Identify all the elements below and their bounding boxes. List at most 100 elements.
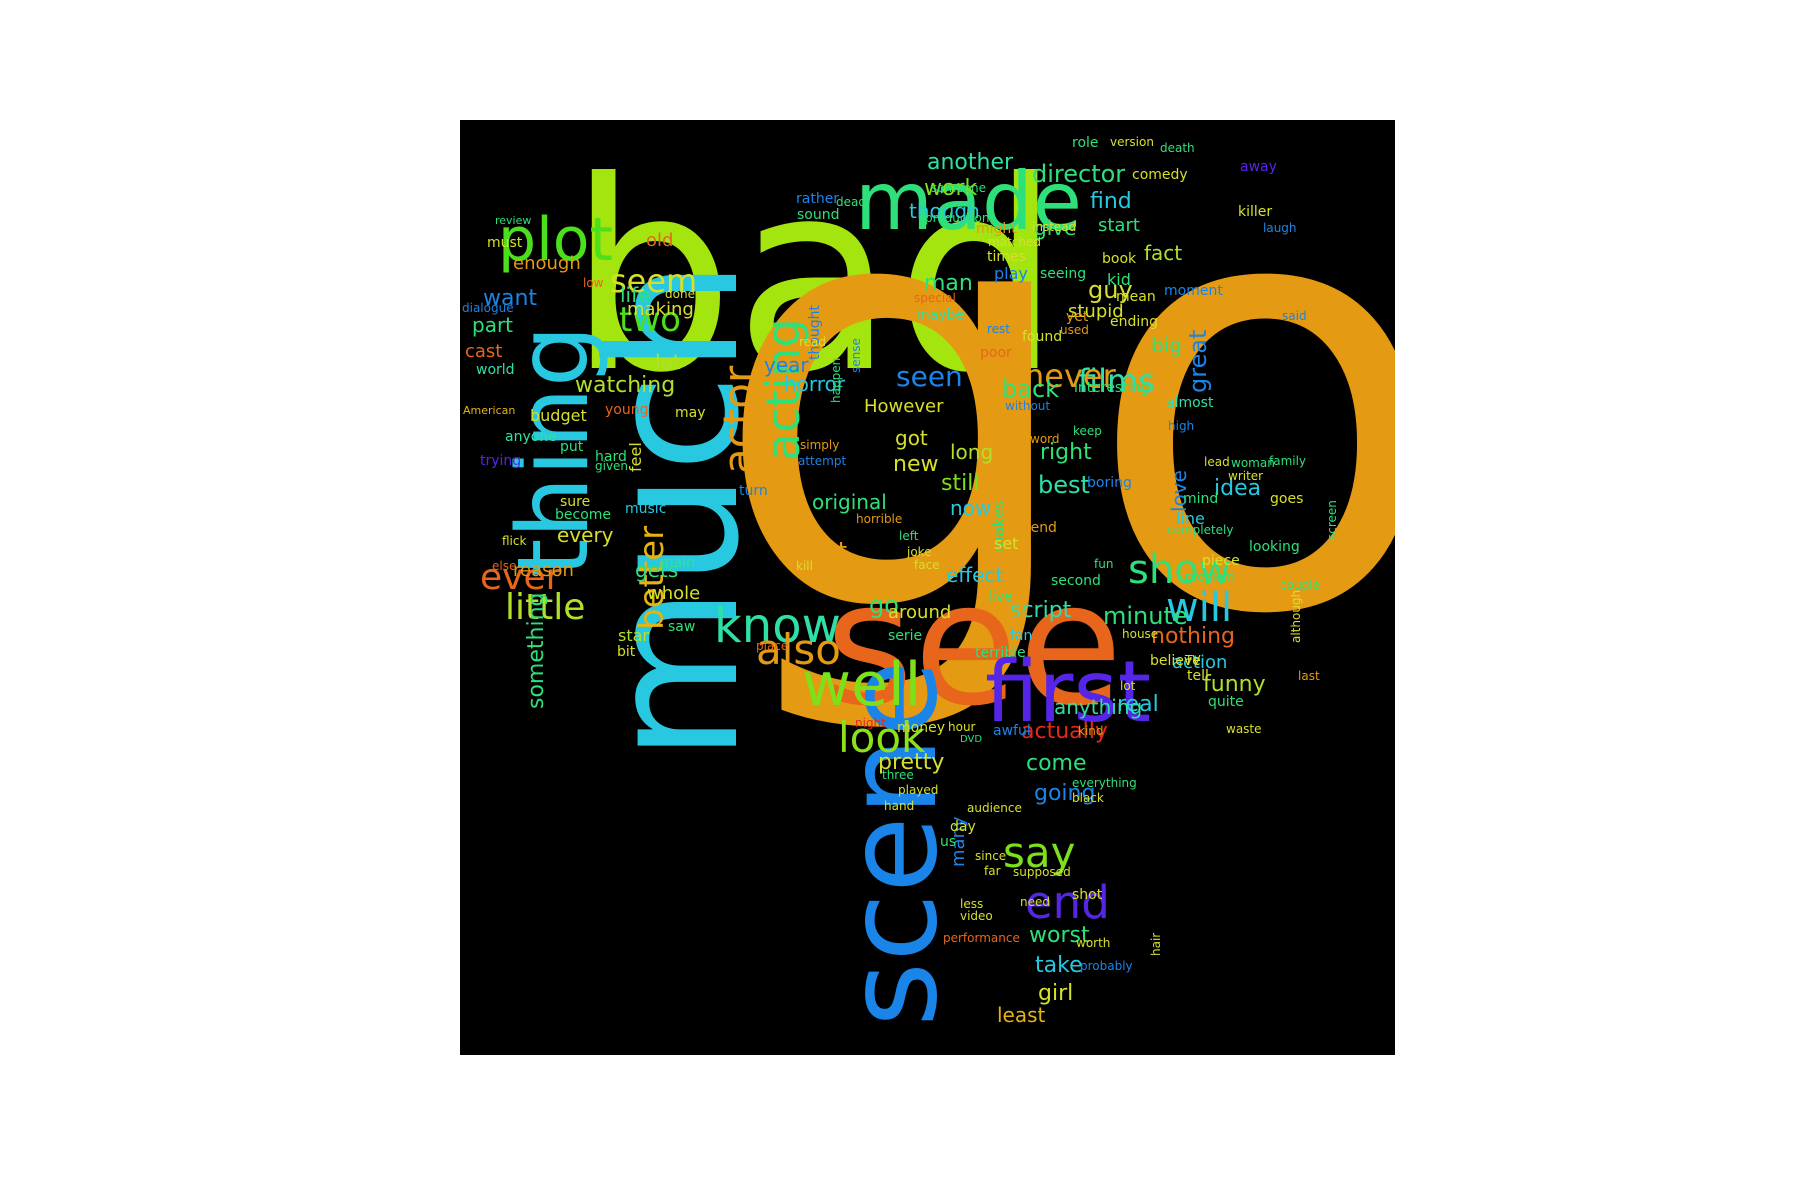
- cloud-word: lot: [1120, 679, 1136, 693]
- cloud-word: played: [898, 783, 939, 797]
- cloud-word: found: [1022, 329, 1063, 345]
- cloud-word: least: [997, 1003, 1046, 1027]
- cloud-word: nothing: [1151, 624, 1235, 649]
- cloud-word: tell: [1187, 668, 1209, 684]
- cloud-word: times: [987, 249, 1026, 265]
- cloud-word: pretty: [878, 750, 945, 775]
- cloud-word: know: [714, 598, 841, 654]
- cloud-word: new: [893, 452, 939, 477]
- cloud-word: almost: [1166, 395, 1214, 411]
- cloud-word: review: [495, 214, 532, 227]
- cloud-word: must: [487, 235, 523, 251]
- cloud-word: mind: [1183, 491, 1219, 507]
- cloud-word: films: [1078, 362, 1155, 400]
- cloud-word: reason: [513, 560, 574, 581]
- cloud-word: seen: [896, 360, 963, 393]
- cloud-word: made: [855, 155, 1082, 248]
- cloud-word: man: [924, 271, 973, 296]
- cloud-word: yet: [1066, 309, 1089, 325]
- word-cloud: badgoodseescenefirstmademuchthingplotwel…: [460, 120, 1395, 1055]
- cloud-word: simply: [800, 438, 840, 452]
- cloud-word: see: [825, 546, 1123, 744]
- cloud-word: plot: [498, 205, 613, 275]
- cloud-word: anyone: [505, 429, 557, 445]
- cloud-word: main: [660, 555, 695, 571]
- cloud-word: black: [1072, 791, 1104, 805]
- cloud-word: action: [1172, 652, 1228, 673]
- cloud-word: star: [618, 626, 649, 645]
- cloud-word: house: [1122, 627, 1159, 641]
- cloud-word: every: [557, 523, 614, 547]
- cloud-word: However: [864, 396, 944, 417]
- cloud-word: left: [899, 529, 919, 543]
- cloud-word: flick: [502, 534, 527, 548]
- cloud-word: something: [524, 593, 549, 710]
- cloud-word: away: [1240, 159, 1277, 175]
- cloud-word: less: [960, 897, 984, 911]
- cloud-word: problem: [1185, 570, 1235, 584]
- cloud-word: shot: [1072, 887, 1103, 903]
- cloud-word: look: [838, 713, 926, 762]
- cloud-word: comedy: [1132, 167, 1188, 183]
- cloud-word: said: [1282, 309, 1307, 323]
- cloud-word: best: [1038, 471, 1090, 499]
- cloud-word: work: [924, 176, 978, 201]
- cloud-word: rest: [987, 322, 1011, 336]
- cloud-word: moment: [1164, 283, 1223, 299]
- cloud-word: sound: [797, 207, 840, 223]
- cloud-word: believe: [1150, 653, 1201, 669]
- cloud-word: DVD: [960, 734, 983, 745]
- cloud-word: worst: [1029, 923, 1090, 948]
- cloud-word: kid: [1107, 270, 1131, 289]
- cloud-word: without: [1005, 399, 1051, 413]
- cloud-word: three: [882, 768, 914, 782]
- cloud-word: poor: [980, 345, 1012, 361]
- cloud-word: everything: [1072, 776, 1137, 790]
- cloud-word: long: [950, 440, 994, 464]
- cloud-word: performance: [943, 931, 1020, 945]
- cloud-word: come: [1026, 751, 1087, 776]
- cloud-word: production: [925, 211, 990, 225]
- cloud-word: serie: [888, 628, 923, 644]
- cloud-word: American: [463, 404, 516, 417]
- cloud-word: second: [1051, 573, 1101, 589]
- cloud-word: budget: [530, 406, 587, 425]
- cloud-word: money: [897, 720, 945, 736]
- cloud-word: watching: [575, 373, 676, 398]
- cloud-word: another: [927, 150, 1014, 175]
- cloud-word: point: [786, 537, 848, 565]
- cloud-word: kill: [796, 559, 813, 573]
- cloud-word: year: [764, 353, 809, 377]
- cloud-word: still: [941, 471, 980, 496]
- cloud-word: horror: [784, 372, 846, 396]
- cloud-word: high: [1168, 419, 1195, 433]
- cloud-word: ending: [1110, 314, 1159, 330]
- cloud-word: dialogue: [462, 301, 514, 315]
- cloud-word: feel: [626, 442, 645, 472]
- cloud-word: director: [1032, 160, 1126, 188]
- cloud-word: thought: [807, 305, 823, 361]
- cloud-word: hand: [884, 799, 915, 813]
- cloud-word: quite: [1208, 694, 1244, 710]
- cloud-word: around: [888, 602, 952, 623]
- cloud-word: say: [1003, 828, 1076, 877]
- cloud-word: fan: [1010, 628, 1033, 644]
- cloud-word: although: [1289, 590, 1303, 644]
- cloud-word: mean: [1116, 289, 1156, 305]
- cloud-word: put: [560, 439, 584, 455]
- cloud-word: real: [1117, 692, 1159, 717]
- cloud-word: killer: [1238, 204, 1273, 220]
- cloud-word: old: [646, 230, 674, 251]
- cloud-word: bit: [617, 644, 636, 660]
- cloud-word: joke: [907, 545, 932, 559]
- cloud-word: actor: [714, 366, 763, 475]
- cloud-word: turn: [739, 483, 768, 499]
- cloud-word: play: [994, 264, 1028, 283]
- cloud-word: show: [1128, 547, 1232, 593]
- cloud-word: seeing: [1040, 266, 1087, 282]
- cloud-word: friend: [1016, 520, 1057, 536]
- cloud-word: role: [1072, 135, 1099, 151]
- cloud-word: supposed: [1013, 865, 1071, 879]
- cloud-word: cast: [465, 341, 503, 362]
